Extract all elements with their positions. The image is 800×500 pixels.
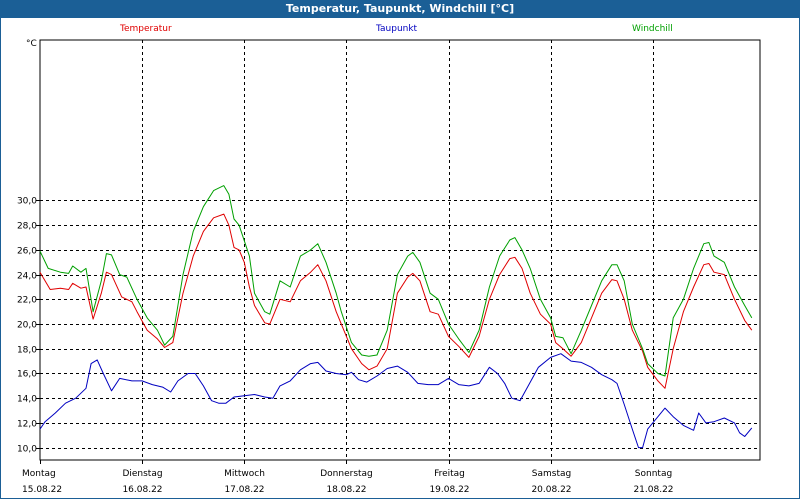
series-line-temperatur [39, 213, 753, 389]
series-line-taupunkt [39, 353, 753, 449]
legend-taupunkt: Taupunkt [376, 24, 418, 34]
x-day-label: Freitag [434, 469, 465, 479]
y-tick-label: 28,0 [17, 222, 37, 232]
y-tick-label: 24,0 [17, 272, 37, 282]
x-day-label: Dienstag [122, 469, 162, 479]
y-tick-label: 10,0 [17, 445, 37, 455]
x-date-label: 19.08.22 [429, 485, 469, 495]
y-tick-label: 12,0 [17, 420, 37, 430]
x-date-label: 15.08.22 [22, 485, 62, 495]
x-date-label: 20.08.22 [531, 485, 571, 495]
chart-title: Temperatur, Taupunkt, Windchill [°C] [0, 0, 800, 18]
y-tick-label: 26,0 [17, 247, 37, 257]
x-day-label: Sonntag [635, 469, 672, 479]
series-line-windchill [39, 185, 753, 377]
y-tick-label: 14,0 [17, 395, 37, 405]
y-tick-label: 30,0 [17, 197, 37, 207]
x-date-label: 17.08.22 [224, 485, 264, 495]
x-day-label: Samstag [532, 469, 571, 479]
legend-windchill: Windchill [632, 24, 673, 34]
x-date-label: 21.08.22 [633, 485, 673, 495]
x-day-label: Montag [22, 469, 56, 479]
y-tick-label: 22,0 [17, 296, 37, 306]
y-tick-label: 16,0 [17, 370, 37, 380]
x-date-label: 16.08.22 [122, 485, 162, 495]
x-day-label: Donnerstag [320, 469, 373, 479]
y-tick-label: 20,0 [17, 321, 37, 331]
y-tick-label: 18,0 [17, 346, 37, 356]
x-day-label: Mittwoch [224, 469, 265, 479]
x-date-label: 18.08.22 [326, 485, 366, 495]
legend-temperatur: Temperatur [120, 24, 172, 34]
y-axis-label: °C [26, 39, 37, 49]
